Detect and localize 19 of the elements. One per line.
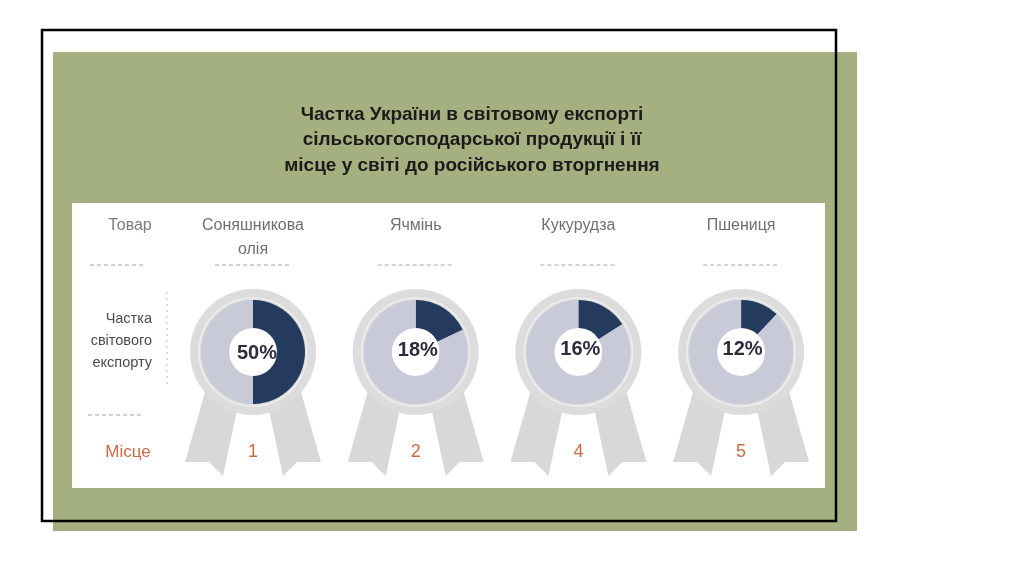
chart-title: Ячмінь (389, 215, 442, 233)
chart-title: Пшениця (706, 215, 776, 233)
donut-slice (578, 300, 623, 340)
donut-slice (415, 300, 463, 342)
data-label: 50% (236, 341, 278, 363)
text: 1 (247, 441, 259, 461)
text: 2 (410, 441, 421, 461)
donut-slice (741, 300, 777, 335)
data-label: 16% (560, 337, 601, 360)
text: Місце (105, 441, 151, 461)
chart-title: Соняшникова олія (202, 215, 305, 257)
data-label: 12% (722, 337, 763, 360)
text: Частка України в світовому експорті сільськогосподарської продукції і її місце у світі до російського вторгнення (284, 102, 660, 175)
chart-title: Кукурудза (541, 215, 616, 233)
text: Товар (108, 215, 152, 233)
data-label: 18% (397, 337, 439, 360)
text: Частка світового експорту (90, 310, 153, 370)
text: 5 (736, 441, 747, 461)
text: 4 (573, 441, 584, 461)
